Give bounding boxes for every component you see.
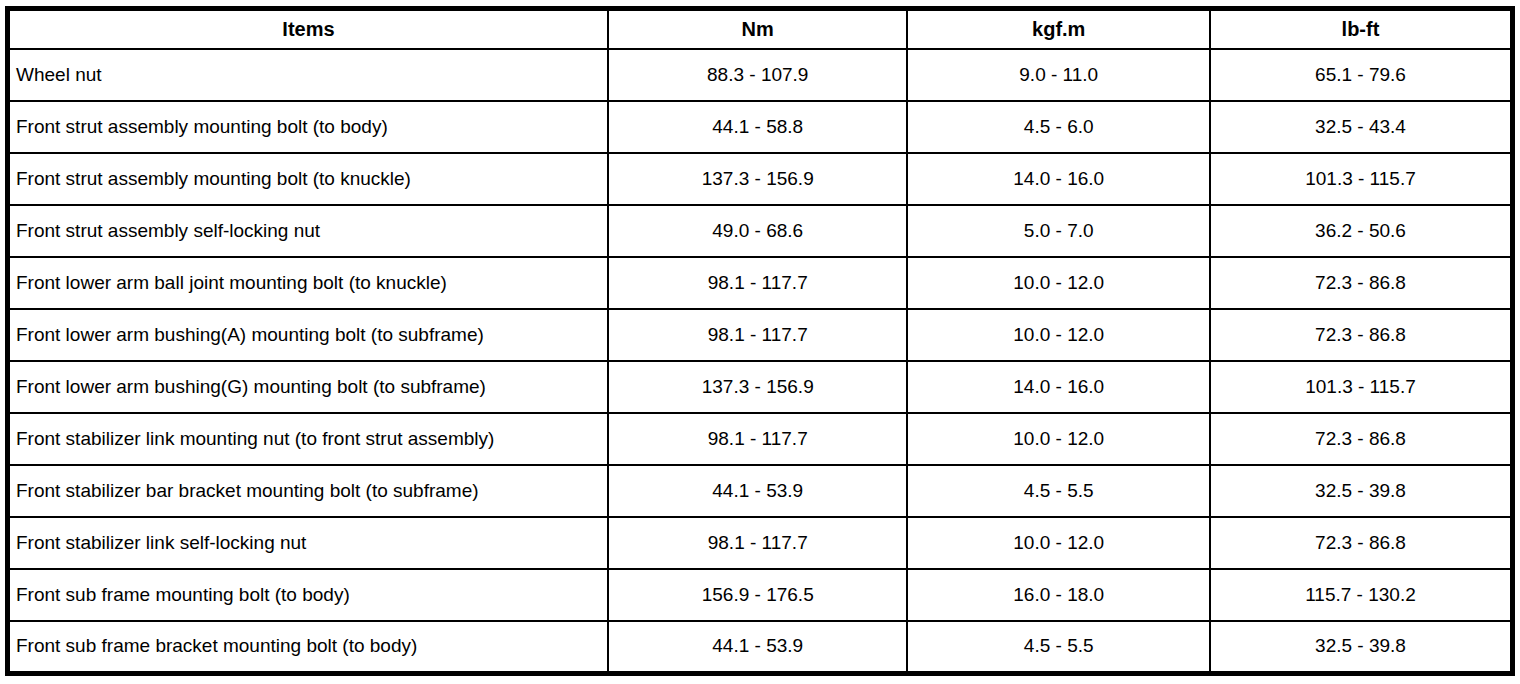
kgfm-value-cell: 16.0 - 18.0	[907, 569, 1210, 621]
table-row: Front stabilizer link self-locking nut 9…	[8, 517, 1513, 569]
item-name-cell: Front sub frame mounting bolt (to body)	[8, 569, 608, 621]
lbft-value-cell: 72.3 - 86.8	[1210, 413, 1513, 465]
nm-value-cell: 137.3 - 156.9	[608, 153, 907, 205]
lbft-value-cell: 32.5 - 39.8	[1210, 621, 1513, 674]
kgfm-value-cell: 14.0 - 16.0	[907, 361, 1210, 413]
table-row: Front strut assembly mounting bolt (to k…	[8, 153, 1513, 205]
column-header-items: Items	[8, 9, 608, 49]
item-name-cell: Wheel nut	[8, 49, 608, 101]
nm-value-cell: 44.1 - 53.9	[608, 465, 907, 517]
kgfm-value-cell: 4.5 - 6.0	[907, 101, 1210, 153]
table-row: Front stabilizer bar bracket mounting bo…	[8, 465, 1513, 517]
nm-value-cell: 44.1 - 58.8	[608, 101, 907, 153]
lbft-value-cell: 36.2 - 50.6	[1210, 205, 1513, 257]
nm-value-cell: 88.3 - 107.9	[608, 49, 907, 101]
table-body: Wheel nut 88.3 - 107.9 9.0 - 11.0 65.1 -…	[8, 49, 1513, 674]
kgfm-value-cell: 5.0 - 7.0	[907, 205, 1210, 257]
kgfm-value-cell: 10.0 - 12.0	[907, 309, 1210, 361]
table-row: Front sub frame mounting bolt (to body) …	[8, 569, 1513, 621]
lbft-value-cell: 72.3 - 86.8	[1210, 257, 1513, 309]
kgfm-value-cell: 10.0 - 12.0	[907, 517, 1210, 569]
lbft-value-cell: 72.3 - 86.8	[1210, 517, 1513, 569]
column-header-kgfm: kgf.m	[907, 9, 1210, 49]
table-row: Front strut assembly self-locking nut 49…	[8, 205, 1513, 257]
column-header-lbft: lb-ft	[1210, 9, 1513, 49]
lbft-value-cell: 72.3 - 86.8	[1210, 309, 1513, 361]
kgfm-value-cell: 4.5 - 5.5	[907, 621, 1210, 674]
nm-value-cell: 98.1 - 117.7	[608, 517, 907, 569]
item-name-cell: Front sub frame bracket mounting bolt (t…	[8, 621, 608, 674]
nm-value-cell: 156.9 - 176.5	[608, 569, 907, 621]
item-name-cell: Front stabilizer bar bracket mounting bo…	[8, 465, 608, 517]
nm-value-cell: 98.1 - 117.7	[608, 413, 907, 465]
nm-value-cell: 49.0 - 68.6	[608, 205, 907, 257]
torque-spec-table: Items Nm kgf.m lb-ft Wheel nut 88.3 - 10…	[5, 6, 1515, 676]
lbft-value-cell: 101.3 - 115.7	[1210, 361, 1513, 413]
lbft-value-cell: 32.5 - 39.8	[1210, 465, 1513, 517]
table-row: Wheel nut 88.3 - 107.9 9.0 - 11.0 65.1 -…	[8, 49, 1513, 101]
lbft-value-cell: 65.1 - 79.6	[1210, 49, 1513, 101]
torque-spec-page: Items Nm kgf.m lb-ft Wheel nut 88.3 - 10…	[0, 0, 1520, 684]
table-row: Front lower arm bushing(G) mounting bolt…	[8, 361, 1513, 413]
item-name-cell: Front lower arm ball joint mounting bolt…	[8, 257, 608, 309]
table-row: Front lower arm ball joint mounting bolt…	[8, 257, 1513, 309]
item-name-cell: Front strut assembly mounting bolt (to b…	[8, 101, 608, 153]
table-header-row: Items Nm kgf.m lb-ft	[8, 9, 1513, 49]
kgfm-value-cell: 9.0 - 11.0	[907, 49, 1210, 101]
lbft-value-cell: 115.7 - 130.2	[1210, 569, 1513, 621]
nm-value-cell: 98.1 - 117.7	[608, 257, 907, 309]
table-row: Front lower arm bushing(A) mounting bolt…	[8, 309, 1513, 361]
kgfm-value-cell: 10.0 - 12.0	[907, 413, 1210, 465]
lbft-value-cell: 32.5 - 43.4	[1210, 101, 1513, 153]
nm-value-cell: 98.1 - 117.7	[608, 309, 907, 361]
table-row: Front stabilizer link mounting nut (to f…	[8, 413, 1513, 465]
nm-value-cell: 44.1 - 53.9	[608, 621, 907, 674]
kgfm-value-cell: 14.0 - 16.0	[907, 153, 1210, 205]
nm-value-cell: 137.3 - 156.9	[608, 361, 907, 413]
column-header-nm: Nm	[608, 9, 907, 49]
lbft-value-cell: 101.3 - 115.7	[1210, 153, 1513, 205]
item-name-cell: Front strut assembly self-locking nut	[8, 205, 608, 257]
item-name-cell: Front stabilizer link self-locking nut	[8, 517, 608, 569]
item-name-cell: Front stabilizer link mounting nut (to f…	[8, 413, 608, 465]
item-name-cell: Front lower arm bushing(A) mounting bolt…	[8, 309, 608, 361]
item-name-cell: Front lower arm bushing(G) mounting bolt…	[8, 361, 608, 413]
table-row: Front strut assembly mounting bolt (to b…	[8, 101, 1513, 153]
kgfm-value-cell: 4.5 - 5.5	[907, 465, 1210, 517]
kgfm-value-cell: 10.0 - 12.0	[907, 257, 1210, 309]
item-name-cell: Front strut assembly mounting bolt (to k…	[8, 153, 608, 205]
table-row: Front sub frame bracket mounting bolt (t…	[8, 621, 1513, 674]
